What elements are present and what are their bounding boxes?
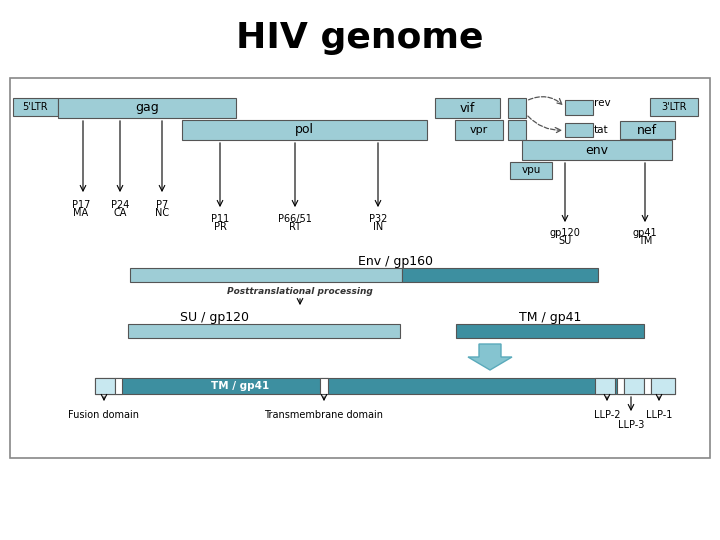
Bar (115, 378, 122, 394)
Text: LLP-2: LLP-2 (594, 410, 620, 420)
Text: Posttranslational processing: Posttranslational processing (227, 287, 373, 296)
Text: P7: P7 (156, 200, 168, 210)
Bar (402, 268, 598, 282)
Text: IN: IN (373, 222, 383, 232)
Text: gp41: gp41 (633, 228, 657, 238)
Text: TM / gp41: TM / gp41 (519, 312, 581, 325)
Bar (620, 121, 675, 139)
Bar (522, 140, 672, 160)
Bar (508, 98, 526, 118)
Text: LLP-1: LLP-1 (646, 410, 672, 420)
Bar (650, 98, 698, 116)
Bar (128, 324, 400, 338)
Text: 3'LTR: 3'LTR (661, 102, 687, 112)
Text: vpu: vpu (521, 165, 541, 175)
Text: env: env (585, 144, 608, 157)
Text: Fusion domain: Fusion domain (68, 410, 140, 420)
Text: MA: MA (73, 208, 89, 218)
Bar (624, 378, 644, 394)
Text: tat: tat (594, 125, 608, 135)
Text: vif: vif (459, 102, 474, 114)
Text: P66/51: P66/51 (278, 214, 312, 224)
Bar (456, 324, 644, 338)
Bar (508, 120, 526, 140)
Polygon shape (468, 344, 512, 370)
Text: CA: CA (113, 208, 127, 218)
Bar (182, 120, 427, 140)
Bar (58, 98, 236, 118)
Bar (455, 120, 503, 140)
Bar (435, 98, 500, 118)
Text: PR: PR (214, 222, 226, 232)
Text: gp120: gp120 (549, 228, 580, 238)
Text: nef: nef (637, 124, 657, 137)
Text: RT: RT (289, 222, 301, 232)
Text: P24: P24 (111, 200, 129, 210)
Text: P32: P32 (369, 214, 387, 224)
Text: P17: P17 (72, 200, 90, 210)
Bar (644, 378, 651, 394)
Bar (10, 78, 710, 458)
Text: TM / gp41: TM / gp41 (211, 381, 269, 391)
Bar (565, 123, 593, 137)
Bar (565, 100, 593, 115)
Text: HIV genome: HIV genome (236, 21, 484, 55)
Bar (130, 268, 402, 282)
Text: LLP-3: LLP-3 (618, 420, 644, 430)
Bar (95, 378, 115, 394)
Bar (595, 378, 615, 394)
Text: Transmembrane domain: Transmembrane domain (264, 410, 384, 420)
Text: 5'LTR: 5'LTR (22, 102, 48, 112)
Text: gag: gag (135, 102, 159, 114)
Text: rev: rev (594, 98, 611, 108)
Bar (95, 378, 675, 394)
Text: P11: P11 (211, 214, 229, 224)
Bar (651, 378, 675, 394)
Bar (320, 378, 328, 394)
Bar (617, 378, 624, 394)
Text: TM: TM (638, 236, 652, 246)
Text: Env / gp160: Env / gp160 (358, 255, 433, 268)
Bar (510, 162, 552, 179)
Text: SU / gp120: SU / gp120 (181, 312, 250, 325)
Bar (13, 98, 58, 116)
Text: vpr: vpr (470, 125, 488, 135)
Text: SU: SU (559, 236, 572, 246)
Text: NC: NC (155, 208, 169, 218)
Text: pol: pol (294, 124, 313, 137)
